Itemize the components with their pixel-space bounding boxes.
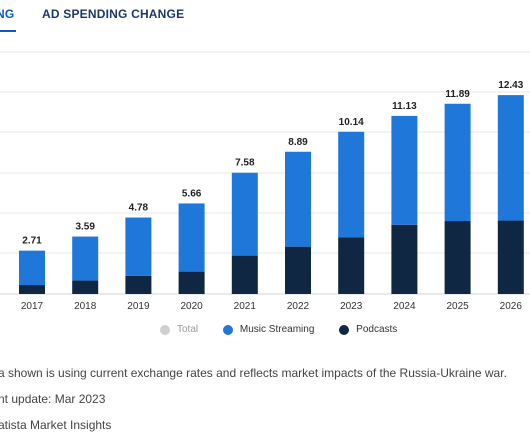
bar-podcasts-2020 bbox=[178, 271, 205, 294]
bar-music-streaming-2020 bbox=[178, 203, 205, 272]
data-label-2018: 3.59 bbox=[75, 222, 95, 233]
bar-music-streaming-2026 bbox=[497, 95, 524, 221]
bar-podcasts-2026 bbox=[497, 220, 524, 294]
data-label-2024: 11.13 bbox=[392, 101, 417, 112]
bar-music-streaming-2019 bbox=[125, 217, 152, 276]
bar-music-streaming-2025 bbox=[444, 103, 471, 222]
footnote-data-source: a shown is using current exchange rates … bbox=[0, 366, 507, 380]
bar-music-streaming-2017 bbox=[19, 250, 45, 286]
bar-music-streaming-2024 bbox=[391, 115, 418, 225]
bar-podcasts-2018 bbox=[72, 280, 99, 294]
bar-podcasts-2024 bbox=[391, 224, 418, 294]
x-tick-2019: 2019 bbox=[127, 301, 150, 312]
bar-music-streaming-2018 bbox=[72, 236, 99, 281]
legend-marker-podcasts bbox=[339, 324, 350, 335]
legend-label-total: Total bbox=[177, 324, 199, 335]
x-tick-2023: 2023 bbox=[340, 301, 363, 312]
bar-podcasts-2021 bbox=[231, 255, 258, 294]
data-label-2021: 7.58 bbox=[235, 158, 255, 169]
x-tick-2022: 2022 bbox=[287, 301, 310, 312]
data-label-2026: 12.43 bbox=[498, 80, 523, 91]
footnote-last-update: nt update: Mar 2023 bbox=[0, 392, 106, 406]
bar-music-streaming-2023 bbox=[338, 131, 365, 238]
legend-item-total[interactable]: Total bbox=[160, 324, 198, 335]
legend-label-music-streaming: Music Streaming bbox=[239, 324, 315, 335]
data-label-2017: 2.71 bbox=[22, 236, 42, 247]
chart-legend: Total Music Streaming Podcasts bbox=[160, 324, 419, 340]
bar-podcasts-2023 bbox=[338, 237, 365, 294]
data-label-2025: 11.89 bbox=[445, 89, 470, 100]
x-tick-2018: 2018 bbox=[74, 301, 97, 312]
legend-item-podcasts[interactable]: Podcasts bbox=[339, 324, 397, 335]
legend-label-podcasts: Podcasts bbox=[356, 324, 398, 335]
bar-podcasts-2022 bbox=[285, 246, 311, 294]
tab-revenue[interactable]: NG bbox=[0, 7, 15, 21]
bar-podcasts-2017 bbox=[19, 285, 45, 294]
bar-chart: 2.71 2017 3.59 2018 4.78 2019 5.66 2020 7.58 2021… bbox=[0, 51, 530, 312]
bar-music-streaming-2022 bbox=[285, 151, 311, 247]
legend-item-music-streaming[interactable]: Music Streaming bbox=[222, 324, 315, 335]
data-label-2022: 8.89 bbox=[288, 137, 308, 148]
x-tick-2026: 2026 bbox=[500, 301, 523, 312]
x-tick-2024: 2024 bbox=[393, 301, 416, 312]
x-tick-2021: 2021 bbox=[234, 301, 257, 312]
tab-bar: NG AD SPENDING CHANGE bbox=[0, 0, 530, 32]
bar-podcasts-2019 bbox=[125, 275, 152, 294]
bar-music-streaming-2021 bbox=[231, 172, 258, 256]
tab-ad-spending-change[interactable]: AD SPENDING CHANGE bbox=[42, 7, 185, 21]
x-tick-2025: 2025 bbox=[446, 301, 469, 312]
x-tick-2017: 2017 bbox=[21, 301, 44, 312]
data-label-2023: 10.14 bbox=[339, 117, 364, 128]
data-label-2020: 5.66 bbox=[182, 188, 202, 199]
legend-marker-total bbox=[160, 324, 170, 335]
active-tab-indicator bbox=[0, 30, 16, 32]
bar-podcasts-2025 bbox=[444, 221, 471, 294]
data-label-2019: 4.78 bbox=[129, 203, 149, 214]
legend-marker-music-streaming bbox=[222, 324, 233, 335]
footnote-source: atista Market Insights bbox=[0, 418, 112, 432]
x-tick-2020: 2020 bbox=[180, 301, 203, 312]
